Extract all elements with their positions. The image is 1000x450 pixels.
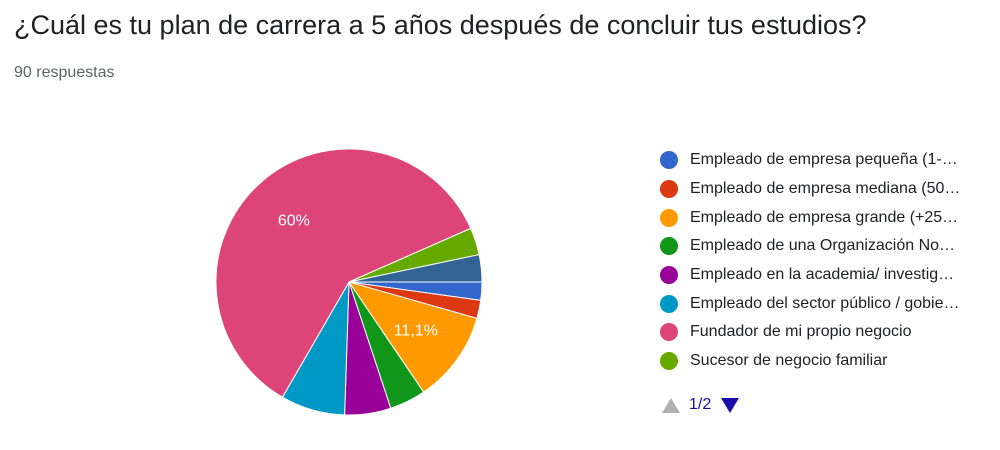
chart-legend: Empleado de empresa pequeña (1-… Empleado… [660,146,960,376]
legend-item: Empleado en la academia/ investig… [660,261,960,290]
next-page-icon[interactable] [721,397,740,413]
legend-label: Empleado en la academia/ investig… [690,266,955,284]
legend-label: Empleado de empresa mediana (50… [690,180,961,198]
legend-label: Empleado de empresa grande (+25… [690,208,959,226]
legend-label: Empleado de empresa pequeña (1-… [690,151,958,169]
legend-item: Fundador de mi propio negocio [660,318,960,347]
legend-item: Empleado del sector público / gobie… [660,289,960,318]
slice-data-label: 11,1% [394,322,438,339]
legend-swatch-icon [660,323,678,342]
pie-slice [215,148,472,398]
legend-label: Empleado del sector público / gobie… [690,294,960,312]
question-title: ¿Cuál es tu plan de carrera a 5 años des… [14,10,867,40]
legend-label: Fundador de mi propio negocio [690,323,912,341]
previous-page-icon [662,397,680,413]
legend-item: Sucesor de negocio familiar [660,347,960,376]
legend-item: Empleado de empresa pequeña (1-… [660,146,960,175]
legend-swatch-icon [660,180,678,199]
legend-item: Empleado de una Organización No… [660,232,960,261]
legend-swatch-icon [660,237,678,256]
response-count: 90 respuestas [14,64,115,81]
legend-swatch-icon [660,352,678,371]
legend-label: Empleado de una Organización No… [690,237,956,255]
pie-slice [347,281,478,393]
legend-swatch-icon [660,294,678,313]
legend-label: Sucesor de negocio familiar [690,352,888,370]
legend-item: Empleado de empresa mediana (50… [660,175,960,204]
slice-data-label: 60% [278,213,310,230]
legend-pager: 1/2 [662,396,740,414]
legend-swatch-icon [660,266,678,285]
legend-swatch-icon [660,151,678,170]
legend-swatch-icon [660,208,678,227]
pie-slice [348,253,483,283]
legend-item: Empleado de empresa grande (+25… [660,203,960,232]
page-indicator: 1/2 [689,396,712,413]
